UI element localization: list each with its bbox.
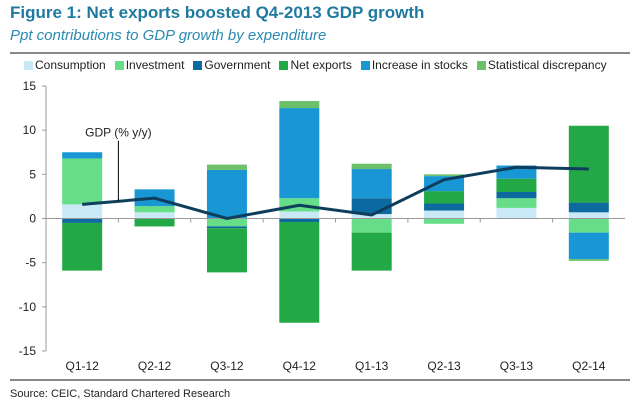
chart-title: Figure 1: Net exports boosted Q4-2013 GD…	[10, 3, 425, 22]
y-tick-label: 5	[29, 167, 36, 181]
bottom-divider	[10, 379, 630, 381]
x-tick-label: Q2-13	[427, 359, 461, 373]
legend-item: Statistical discrepancy	[476, 58, 607, 72]
y-tick-label: 15	[23, 79, 37, 93]
bar-segment	[62, 222, 103, 271]
legend-label: Consumption	[35, 58, 106, 72]
bar-segment	[351, 232, 392, 271]
bar-segment	[568, 218, 609, 233]
bar-segment	[351, 163, 392, 170]
bar-segment	[279, 222, 320, 323]
legend-swatch	[279, 60, 289, 70]
bar-segment	[424, 203, 465, 211]
bar-segment	[568, 212, 609, 219]
bar-segment	[424, 176, 465, 192]
y-tick-label: -5	[25, 256, 36, 270]
bar-segment	[424, 210, 465, 219]
bar-segment	[134, 206, 175, 213]
bar-segment	[134, 218, 175, 227]
bar-segment	[279, 218, 320, 223]
bar-segment	[496, 178, 537, 192]
bar-segment	[568, 125, 609, 203]
legend-label: Government	[204, 58, 271, 72]
bar-segment	[496, 207, 537, 219]
x-tick-label: Q1-12	[66, 359, 100, 373]
legend-item: Increase in stocks	[360, 58, 468, 72]
legend-swatch	[114, 60, 124, 70]
bar-segment	[134, 212, 175, 219]
gdp-line	[82, 165, 589, 221]
y-tick-label: 10	[23, 123, 37, 137]
legend-item: Government	[193, 58, 270, 72]
chart-subtitle: Ppt contributions to GDP growth by expen…	[10, 27, 327, 44]
legend-label: Investment	[125, 58, 185, 72]
legend-swatch	[360, 60, 370, 70]
bar-segment	[206, 164, 247, 170]
bar-segment	[279, 211, 320, 219]
bar-segment	[62, 152, 103, 159]
bar-segment	[496, 192, 537, 199]
x-tick-label: Q2-12	[138, 359, 172, 373]
bar-segment	[62, 204, 103, 219]
bar-segment	[568, 259, 609, 261]
bar-segment	[62, 218, 103, 223]
bar-segment	[62, 158, 103, 205]
bar-segment	[568, 232, 609, 260]
gdp-annotation: GDP (% y/y)	[85, 125, 151, 139]
legend-item: Investment	[114, 58, 185, 72]
y-tick-label: -10	[19, 300, 37, 314]
legend-swatch	[476, 60, 486, 70]
legend: Consumption Investment Government Net expor…	[24, 58, 607, 72]
legend-swatch	[193, 60, 203, 70]
x-tick-label: Q4-12	[283, 359, 317, 373]
bar-segment	[424, 218, 465, 224]
bar-segment	[424, 191, 465, 204]
bar-segment	[206, 218, 247, 227]
x-tick-label: Q3-12	[210, 359, 244, 373]
bar-segment	[351, 218, 392, 233]
legend-label: Increase in stocks	[371, 58, 468, 72]
bar-segment	[279, 108, 320, 199]
x-tick-label: Q1-13	[355, 359, 389, 373]
bar-segment	[424, 174, 465, 177]
x-tick-label: Q3-13	[500, 359, 534, 373]
bar-segment	[279, 101, 320, 109]
bar-segment	[568, 202, 609, 213]
source-note: Source: CEIC, Standard Chartered Researc…	[10, 388, 231, 400]
chart-area: 15 10 5 0 -5 -10 -15 Q1-12 Q2-12 Q3-12 Q4-12 Q1-13 Q…	[19, 79, 625, 373]
bar-segment	[206, 228, 247, 273]
bar-segment	[351, 169, 392, 199]
y-tick-label: -15	[19, 344, 37, 358]
legend-item: Consumption	[24, 58, 106, 72]
bar-segment	[496, 198, 537, 208]
legend-label: Statistical discrepancy	[487, 58, 607, 72]
legend-label: Net exports	[290, 58, 352, 72]
x-tick-label: Q2-14	[572, 359, 606, 373]
bar-segment	[206, 226, 247, 229]
bar-segment	[206, 169, 247, 219]
legend-swatch	[24, 60, 33, 70]
legend-item: Net exports	[279, 58, 352, 72]
top-divider	[10, 52, 630, 54]
y-tick-label: 0	[29, 212, 36, 226]
